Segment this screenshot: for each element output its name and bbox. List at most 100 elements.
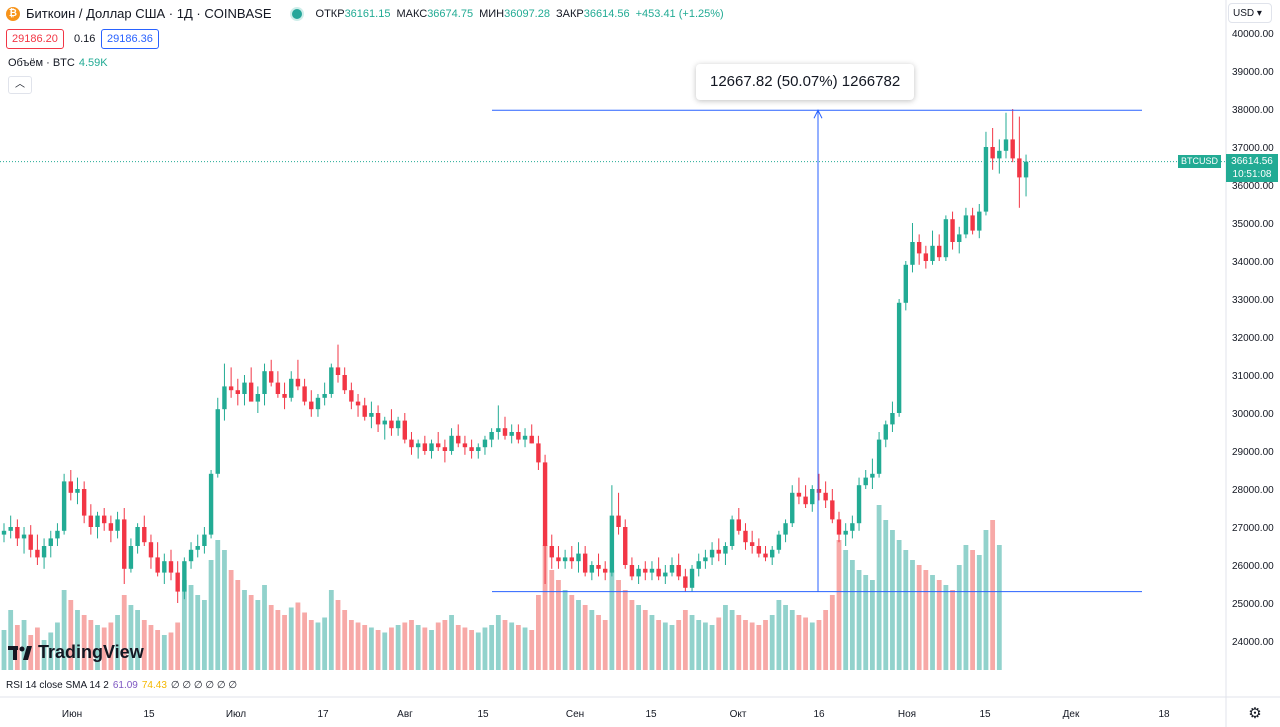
price-tick-label: 26000.00 — [1232, 561, 1274, 572]
open-label: ОТКР — [315, 7, 345, 20]
rsi-sma-value: 74.43 — [141, 680, 167, 691]
candle-body — [763, 553, 768, 558]
price-tick-label: 38000.00 — [1232, 105, 1274, 116]
candle-body — [943, 219, 949, 258]
candle-body — [162, 561, 167, 573]
volume-bar — [809, 622, 815, 670]
candle-body — [182, 561, 187, 592]
candle-body — [916, 242, 922, 254]
volume-bar — [756, 625, 762, 670]
volume-bar — [295, 602, 301, 670]
market-status-dot-icon[interactable] — [289, 6, 304, 21]
volume-bar — [783, 605, 788, 670]
candle-body — [582, 553, 588, 573]
candle-body — [422, 443, 428, 451]
volume-bar — [763, 620, 768, 670]
volume-bar — [823, 610, 829, 670]
volume-bar — [636, 605, 641, 670]
candle-body — [983, 147, 989, 212]
high-label: МАКС — [396, 7, 428, 20]
volume-bar — [208, 560, 214, 670]
candle-body — [723, 546, 728, 554]
volume-bar — [8, 610, 14, 670]
volume-bar — [569, 595, 575, 670]
candle-body — [629, 565, 635, 577]
candle-body — [836, 519, 842, 535]
candle-body — [68, 481, 73, 493]
candle-body — [1, 530, 7, 535]
rsi-legend[interactable]: RSI 14 close SMA 14 2 61.09 74.43 ∅ ∅ ∅ ∅ ∅… — [6, 680, 237, 691]
candle-body — [636, 568, 641, 577]
candle-body — [369, 413, 374, 417]
volume-bar — [369, 627, 374, 670]
volume-bar — [315, 622, 321, 670]
candle-body — [756, 546, 762, 554]
volume-bar — [128, 605, 134, 670]
volume-bar — [322, 617, 328, 670]
candle-body — [516, 432, 521, 440]
spread-value: 0.16 — [74, 33, 96, 45]
candle-body — [896, 302, 902, 413]
volume-bar — [609, 570, 615, 670]
candle-body — [770, 549, 775, 558]
sell-price-button[interactable]: 29186.20 — [6, 29, 64, 49]
candle-body — [663, 572, 668, 577]
volume-bar — [943, 585, 949, 670]
volume-bar — [95, 625, 100, 670]
volume-bar — [589, 610, 595, 670]
volume-bar — [515, 625, 521, 670]
volume-bar — [449, 615, 454, 670]
price-tick-label: 37000.00 — [1232, 143, 1274, 154]
currency-selector[interactable]: USD ▾ — [1228, 3, 1272, 23]
candle-body — [168, 561, 174, 573]
candle-body — [215, 409, 220, 474]
price-tick-label: 31000.00 — [1232, 371, 1274, 382]
candle-body — [449, 435, 454, 451]
time-tick-label: Авг — [397, 709, 413, 720]
volume-bar — [355, 622, 361, 670]
candle-body — [195, 546, 200, 550]
price-tick-label: 30000.00 — [1232, 409, 1274, 420]
candle-body — [75, 489, 80, 493]
volume-bar — [28, 635, 34, 670]
tradingview-logo[interactable]: TradingView — [8, 642, 144, 663]
volume-bar — [596, 615, 601, 670]
volume-legend[interactable]: Объём · BTC 4.59K — [8, 57, 108, 69]
volume-bar — [181, 580, 187, 670]
volume-bar — [622, 590, 628, 670]
candle-body — [389, 420, 394, 429]
candle-body — [542, 462, 548, 546]
volume-bar — [268, 605, 274, 670]
volume-bar — [522, 627, 528, 670]
volume-bar — [135, 610, 140, 670]
candle-body — [910, 242, 915, 265]
candle-body — [850, 523, 855, 531]
volume-bar — [676, 620, 682, 670]
candle-body — [41, 546, 47, 558]
volume-bar — [970, 550, 975, 670]
candle-body — [856, 485, 862, 524]
volume-bar — [849, 560, 855, 670]
buy-price-button[interactable]: 29186.36 — [101, 29, 159, 49]
settings-gear-icon[interactable]: ⚙ — [1248, 705, 1262, 722]
volume-bar — [716, 617, 722, 670]
candle-body — [322, 394, 327, 398]
candle-body — [970, 215, 975, 231]
candle-body — [997, 150, 1002, 159]
candle-body — [950, 219, 955, 242]
volume-bar — [616, 580, 621, 670]
candle-body — [342, 375, 347, 391]
candle-body — [142, 527, 147, 543]
symbol-title[interactable]: Биткоин / Доллар США · 1Д · COINBASE — [26, 6, 272, 21]
price-tick-label: 29000.00 — [1232, 447, 1274, 458]
candle-body — [696, 561, 701, 569]
close-label: ЗАКР — [555, 7, 584, 20]
candle-body — [676, 565, 681, 577]
volume-bar — [769, 615, 775, 670]
candle-body — [349, 390, 354, 402]
collapse-chevron-icon[interactable]: ︿ — [8, 76, 32, 94]
candle-body — [1023, 161, 1029, 178]
candle-body — [643, 568, 648, 573]
candle-body — [108, 523, 114, 531]
